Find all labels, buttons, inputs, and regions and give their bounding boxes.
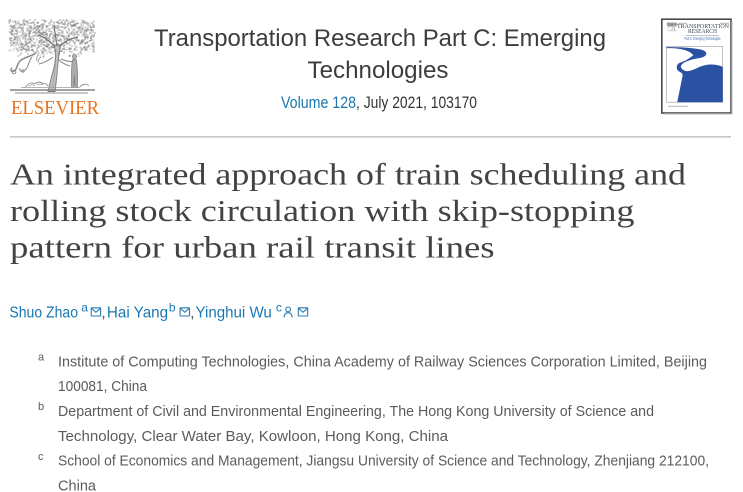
svg-text:RESEARCH: RESEARCH	[688, 28, 717, 35]
svg-text:100081, China: 100081, China	[58, 378, 148, 395]
svg-text:a: a	[38, 351, 45, 363]
svg-text:rolling stock circulation with: rolling stock circulation with skip-stop…	[10, 193, 635, 228]
svg-text:Institute of Computing Technol: Institute of Computing Technologies, Chi…	[58, 353, 707, 370]
svg-text:c: c	[276, 300, 282, 314]
svg-text:Technologies: Technologies	[308, 57, 449, 84]
svg-text:Technology, Clear Water Bay, K: Technology, Clear Water Bay, Kowloon, Ho…	[58, 428, 449, 445]
svg-text:,: ,	[101, 305, 105, 322]
svg-text:Transportation Research Part C: Transportation Research Part C: Emerging	[154, 25, 606, 52]
svg-text:a: a	[81, 300, 88, 314]
svg-text:An integrated approach of trai: An integrated approach of train scheduli…	[10, 157, 687, 192]
svg-text:School of Economics and Manage: School of Economics and Management, Jian…	[58, 453, 709, 470]
svg-text:Yinghui Wu: Yinghui Wu	[196, 305, 272, 322]
svg-text:b: b	[38, 401, 44, 413]
svg-text:Hai Yang: Hai Yang	[107, 305, 168, 322]
svg-text:Part C: Emerging Technologies: Part C: Emerging Technologies	[685, 36, 721, 41]
svg-text:Shuo Zhao: Shuo Zhao	[9, 305, 78, 322]
svg-text:c: c	[38, 451, 44, 463]
svg-text:pattern for urban rail transit: pattern for urban rail transit lines	[10, 230, 495, 265]
svg-text:TRANSPORTATION: TRANSPORTATION	[677, 23, 729, 30]
svg-text:Volume 128, July 2021, 103170: Volume 128, July 2021, 103170	[281, 93, 477, 112]
svg-text:Department of Civil and Enviro: Department of Civil and Environmental En…	[58, 403, 654, 420]
svg-text:ELSEVIER: ELSEVIER	[11, 97, 100, 119]
svg-text:,: ,	[190, 305, 194, 322]
svg-text:b: b	[169, 300, 176, 314]
svg-text:China: China	[58, 477, 97, 492]
